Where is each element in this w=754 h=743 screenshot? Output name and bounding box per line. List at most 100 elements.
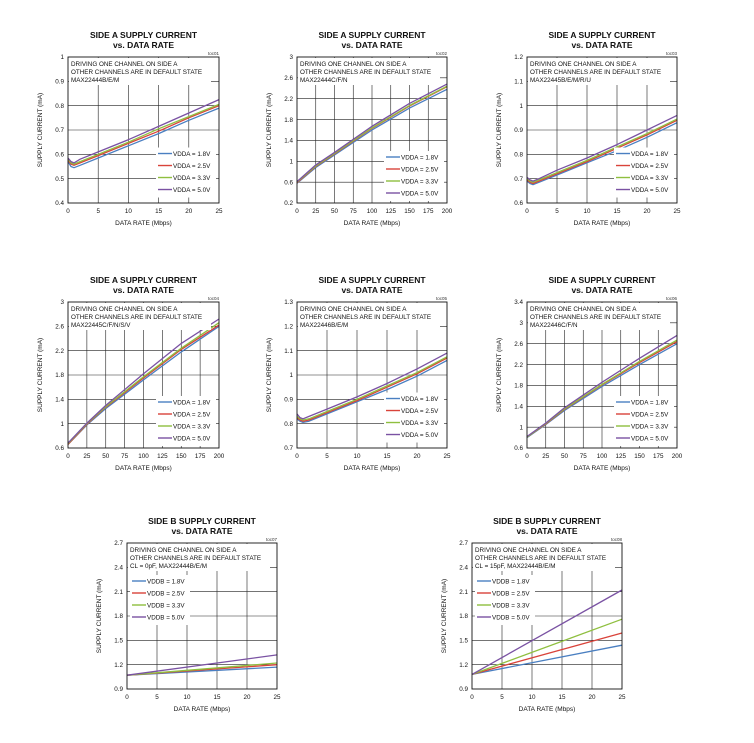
series-line-1 bbox=[67, 107, 220, 169]
annotation-line: CL = 0pF, MAX22444B/E/M bbox=[130, 563, 207, 570]
series-line-3 bbox=[296, 356, 448, 421]
x-tick-label: 10 bbox=[183, 694, 191, 701]
y-tick-label: 0.9 bbox=[514, 127, 523, 134]
x-tick-label: 125 bbox=[157, 453, 168, 460]
y-tick-label: 0.9 bbox=[284, 397, 293, 404]
y-axis-label: SUPPLY CURRENT (mA) bbox=[266, 93, 273, 167]
annotation-line: MAX22446C/F/N bbox=[530, 322, 578, 329]
legend-label: VDDB = 5.0V bbox=[492, 614, 530, 621]
y-tick-label: 2.6 bbox=[514, 341, 523, 348]
legend-label: VDDA = 2.5V bbox=[401, 166, 439, 173]
annotation-line: OTHER CHANNELS ARE IN DEFAULT STATE bbox=[130, 555, 261, 562]
legend-label: VDDA = 1.8V bbox=[401, 396, 439, 403]
legend-label: VDDA = 5.0V bbox=[631, 187, 669, 194]
y-tick-label: 1.1 bbox=[514, 79, 523, 86]
series-line-4 bbox=[126, 654, 278, 676]
y-tick-label: 1 bbox=[519, 424, 523, 431]
annotation-line: MAX22444B/E/M bbox=[71, 77, 119, 84]
annotation-line: DRIVING ONE CHANNEL ON SIDE A bbox=[300, 306, 407, 313]
legend-label: VDDA = 1.8V bbox=[173, 151, 211, 158]
y-tick-label: 0.8 bbox=[55, 103, 64, 110]
x-tick-label: 10 bbox=[583, 208, 591, 215]
y-tick-label: 1.8 bbox=[514, 383, 523, 390]
x-tick-label: 25 bbox=[673, 208, 681, 215]
annotation-line: MAX22446B/E/M bbox=[300, 322, 348, 329]
x-tick-label: 125 bbox=[615, 453, 626, 460]
legend-label: VDDA = 5.0V bbox=[173, 435, 211, 442]
x-tick-label: 175 bbox=[195, 453, 206, 460]
series-line-3 bbox=[526, 118, 678, 183]
x-tick-label: 0 bbox=[295, 208, 299, 215]
plot-frame bbox=[296, 301, 448, 449]
series-line-4 bbox=[67, 318, 220, 444]
plot-frame bbox=[296, 56, 448, 204]
annotation-line: DRIVING ONE CHANNEL ON SIDE A bbox=[130, 547, 237, 554]
x-tick-label: 10 bbox=[528, 694, 536, 701]
annotation-line: DRIVING ONE CHANNEL ON SIDE A bbox=[475, 547, 582, 554]
x-tick-label: 100 bbox=[597, 453, 608, 460]
y-tick-label: 0.5 bbox=[55, 176, 64, 183]
legend-label: VDDA = 3.3V bbox=[173, 175, 211, 182]
annotation-box bbox=[298, 303, 440, 330]
annotation-line: DRIVING ONE CHANNEL ON SIDE A bbox=[71, 61, 178, 68]
x-axis-label: DATA RATE (Mbps) bbox=[115, 220, 172, 227]
figure-code: toc01 bbox=[208, 51, 220, 56]
x-tick-label: 0 bbox=[66, 453, 70, 460]
y-tick-label: 3 bbox=[60, 299, 64, 306]
legend-label: VDDB = 3.3V bbox=[492, 602, 530, 609]
y-tick-label: 1.4 bbox=[55, 397, 64, 404]
y-tick-label: 2.2 bbox=[514, 362, 523, 369]
x-tick-label: 10 bbox=[125, 208, 133, 215]
x-axis-label: DATA RATE (Mbps) bbox=[344, 220, 401, 227]
series-line-2 bbox=[296, 357, 448, 422]
annotation-line: DRIVING ONE CHANNEL ON SIDE A bbox=[530, 61, 637, 68]
series-line-2 bbox=[526, 119, 678, 185]
figure-code: toc02 bbox=[436, 51, 448, 56]
chart-subtitle: vs. DATA RATE bbox=[341, 285, 402, 295]
x-tick-label: 20 bbox=[643, 208, 651, 215]
y-tick-label: 1.2 bbox=[459, 662, 468, 669]
y-tick-label: 1 bbox=[289, 158, 293, 165]
annotation-line: OTHER CHANNELS ARE IN DEFAULT STATE bbox=[71, 314, 202, 321]
y-tick-label: 0.6 bbox=[514, 445, 523, 452]
legend-label: VDDB = 5.0V bbox=[147, 614, 185, 621]
y-tick-label: 0.8 bbox=[284, 421, 293, 428]
y-tick-label: 0.9 bbox=[459, 686, 468, 693]
y-tick-label: 1.2 bbox=[114, 662, 123, 669]
annotation-box bbox=[69, 58, 211, 85]
legend-label: VDDA = 2.5V bbox=[173, 411, 211, 418]
legend-label: VDDA = 5.0V bbox=[401, 432, 439, 439]
chart-subtitle: vs. DATA RATE bbox=[571, 40, 632, 50]
figure-code: toc07 bbox=[266, 537, 278, 542]
x-tick-label: 75 bbox=[350, 208, 358, 215]
y-axis-label: SUPPLY CURRENT (mA) bbox=[496, 93, 503, 167]
series-line-3 bbox=[471, 618, 623, 676]
annotation-line: OTHER CHANNELS ARE IN DEFAULT STATE bbox=[71, 69, 202, 76]
figure-code: toc04 bbox=[208, 296, 220, 301]
y-tick-label: 0.6 bbox=[514, 200, 523, 207]
x-tick-label: 25 bbox=[215, 208, 223, 215]
legend-label: VDDA = 2.5V bbox=[173, 163, 211, 170]
y-tick-label: 1.8 bbox=[55, 372, 64, 379]
chart-subtitle: vs. DATA RATE bbox=[171, 526, 232, 536]
x-tick-label: 175 bbox=[653, 453, 664, 460]
series-line-1 bbox=[526, 122, 678, 186]
y-tick-label: 0.9 bbox=[114, 686, 123, 693]
y-axis-label: SUPPLY CURRENT (mA) bbox=[96, 579, 103, 653]
chart-title: SIDE A SUPPLY CURRENT bbox=[548, 275, 656, 285]
x-tick-label: 75 bbox=[121, 453, 129, 460]
y-tick-label: 1 bbox=[289, 372, 293, 379]
chart-subtitle: vs. DATA RATE bbox=[113, 40, 174, 50]
series-line-1 bbox=[471, 644, 623, 676]
y-tick-label: 2.1 bbox=[459, 589, 468, 596]
series-line-4 bbox=[526, 334, 678, 438]
annotation-box bbox=[473, 544, 615, 571]
plot-frame bbox=[126, 542, 278, 690]
y-tick-label: 3 bbox=[289, 54, 293, 61]
y-tick-label: 1.5 bbox=[114, 638, 123, 645]
x-tick-label: 50 bbox=[102, 453, 110, 460]
legend-label: VDDA = 3.3V bbox=[401, 420, 439, 427]
y-tick-label: 0.7 bbox=[55, 127, 64, 134]
